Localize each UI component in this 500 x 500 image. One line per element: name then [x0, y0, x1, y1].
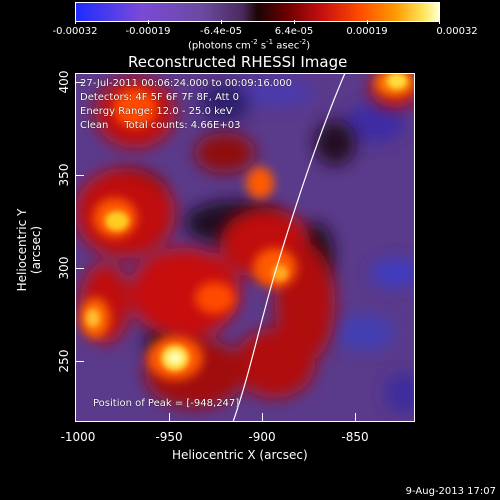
y-tick: [75, 82, 84, 83]
colorbar-tick-label: 0.00019: [346, 26, 388, 37]
x-tick: [355, 413, 356, 422]
x-axis-label: Heliocentric X (arcsec): [172, 448, 308, 462]
colorbar-tick: [148, 20, 149, 24]
rhessi-image: [75, 73, 415, 422]
y-tick: [75, 268, 84, 269]
y-tick-label: 350: [57, 163, 71, 187]
colorbar-tick: [439, 20, 440, 24]
time-range: 27-Jul-2011 00:06:24.000 to 00:09:16.000: [80, 78, 292, 89]
x-tick-label: -900: [248, 430, 276, 444]
plot-title: Reconstructed RHESSI Image: [128, 53, 348, 71]
colorbar-tick-label: 6.4e-05: [274, 26, 314, 37]
colorbar-tick-label: -6.4e-05: [200, 26, 242, 37]
colorbar-tick: [221, 20, 222, 24]
x-tick-label: -950: [155, 430, 183, 444]
colorbar-tick-label: -0.00019: [125, 26, 171, 37]
colorbar-tick-label: 0.00032: [436, 26, 478, 37]
colorbar: [75, 2, 440, 22]
colorbar-tick: [294, 20, 295, 24]
colorbar-tick: [367, 20, 368, 24]
y-tick-label: 400: [57, 70, 71, 94]
peak-position: Position of Peak = [-948,247]: [93, 398, 240, 409]
detectors: Detectors: 4F 5F 6F 7F 8F, Att 0: [80, 92, 240, 103]
y-tick-label: 250: [57, 349, 71, 373]
y-axis-label: Heliocentric Y (arcsec): [15, 208, 43, 292]
x-tick: [262, 413, 263, 422]
y-tick: [75, 361, 84, 362]
colorbar-units: (photons cm-2 s-1 asec-2): [188, 38, 311, 52]
energy-range: Energy Range: 12.0 - 25.0 keV: [80, 106, 233, 117]
total-counts: Clean Total counts: 4.66E+03: [80, 120, 241, 131]
x-tick-label: -850: [341, 430, 369, 444]
x-tick: [169, 413, 170, 422]
date-stamp: 9-Aug-2013 17:07: [405, 486, 496, 497]
y-tick-label: 300: [57, 256, 71, 280]
x-tick-label: -1000: [60, 430, 96, 444]
x-tick: [75, 417, 76, 422]
colorbar-tick-label: -0.00032: [52, 26, 98, 37]
colorbar-tick: [75, 20, 76, 24]
y-tick: [75, 175, 84, 176]
